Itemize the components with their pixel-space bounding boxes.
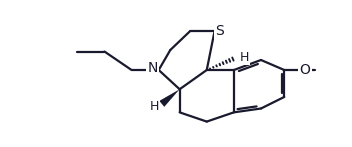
Text: N: N <box>147 61 158 75</box>
Text: S: S <box>215 25 224 39</box>
Text: H: H <box>239 51 249 64</box>
Text: O: O <box>300 63 310 77</box>
Text: H: H <box>149 100 159 113</box>
Text: O: O <box>300 63 310 77</box>
Text: H: H <box>149 100 159 113</box>
Text: S: S <box>215 25 224 39</box>
Text: N: N <box>147 61 158 75</box>
Polygon shape <box>159 89 180 107</box>
Text: H: H <box>239 51 249 64</box>
